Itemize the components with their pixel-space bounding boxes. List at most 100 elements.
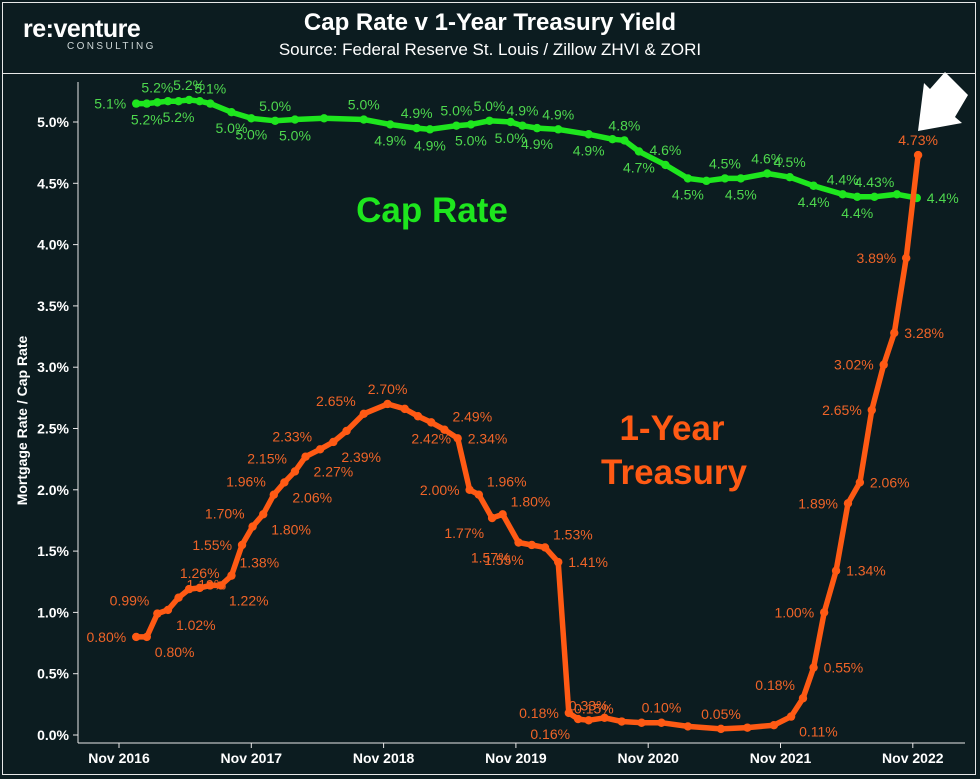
treasury-point (617, 717, 626, 726)
treasury-data-label: 1.22% (229, 592, 269, 608)
cap-rate-point (634, 147, 644, 156)
treasury-point (584, 716, 593, 725)
y-tick-label: 0.5% (37, 666, 69, 682)
treasury-data-label: 2.70% (368, 381, 408, 397)
cap-rate-point (386, 120, 395, 129)
treasury-point (657, 718, 666, 727)
treasury-annotation-line1: 1-Year (619, 409, 724, 448)
treasury-point (163, 605, 173, 615)
treasury-data-label: 2.42% (411, 430, 451, 446)
treasury-data-label: 0.99% (110, 593, 150, 609)
cap-rate-point (206, 99, 215, 108)
cap-rate-point (174, 96, 183, 106)
treasury-point (498, 510, 507, 519)
x-tick-label: Nov 2016 (88, 750, 150, 766)
cap-rate-point (131, 99, 141, 108)
cap-rate-data-label: 4.4% (841, 205, 873, 221)
cap-rate-point (608, 134, 617, 144)
cap-rate-data-label: 5.1% (194, 81, 226, 97)
y-tick-label: 2.0% (37, 482, 69, 498)
y-tick-label: 2.5% (37, 421, 69, 437)
treasury-point (913, 150, 923, 160)
cap-rate-data-label: 4.9% (573, 142, 605, 158)
cap-rate-point (620, 136, 629, 145)
cap-rate-point (412, 123, 421, 133)
cap-rate-series: 5.1%5.2%5.2%5.2%5.2%5.1%5.0%5.0%5.0%5.0%… (94, 77, 958, 221)
treasury-point (474, 490, 484, 499)
treasury-data-label: 2.39% (341, 449, 381, 465)
cap-rate-point (506, 117, 515, 127)
cap-rate-data-label: 5.0% (235, 126, 267, 142)
cap-rate-data-label: 4.5% (709, 155, 741, 171)
treasury-point (809, 663, 818, 672)
cap-rate-data-label: 5.0% (473, 98, 505, 114)
cap-rate-data-label: 5.0% (215, 120, 247, 136)
treasury-data-label: 3.89% (856, 250, 896, 266)
cap-rate-data-label: 4.4% (798, 194, 830, 210)
treasury-data-label: 0.05% (701, 706, 741, 722)
chart-title: Cap Rate v 1-Year Treasury Yield (303, 9, 677, 36)
cap-rate-data-label: 5.0% (279, 128, 311, 144)
treasury-point (769, 720, 779, 730)
treasury-point (174, 593, 183, 602)
cap-rate-data-label: 4.9% (521, 136, 553, 152)
treasury-data-label: 1.89% (798, 495, 838, 511)
cap-rate-point (227, 107, 236, 117)
treasury-point (465, 485, 474, 494)
y-tick-label: 1.5% (37, 543, 69, 559)
treasury-point (743, 723, 752, 732)
treasury-point (527, 540, 536, 550)
cap-rate-data-label: 4.9% (374, 132, 406, 148)
cap-rate-point (532, 123, 542, 133)
treasury-point (564, 708, 574, 718)
treasury-data-label: 2.06% (870, 474, 910, 490)
treasury-data-label: 1.70% (205, 506, 245, 522)
treasury-point (890, 328, 899, 338)
cap-rate-point (485, 116, 494, 125)
treasury-point (153, 609, 162, 618)
cap-rate-point (683, 174, 693, 183)
treasury-data-label: 1.80% (511, 493, 551, 509)
cap-rate-point (184, 95, 194, 105)
treasury-data-label: 0.16% (530, 726, 570, 742)
treasury-point (427, 418, 436, 427)
treasury-point (554, 557, 563, 567)
treasury-data-label: 0.33% (569, 697, 609, 713)
cap-rate-point (661, 160, 670, 170)
treasury-data-label: 0.55% (824, 660, 864, 676)
cap-rate-point (452, 121, 461, 130)
y-tick-label: 3.5% (37, 298, 69, 314)
cap-rate-point (763, 169, 772, 178)
treasury-point (514, 538, 523, 547)
treasury-point (573, 714, 583, 724)
cap-rate-point (142, 99, 151, 108)
treasury-data-label: 2.49% (452, 409, 492, 425)
x-tick-label: Nov 2022 (882, 750, 944, 766)
cap-rate-point (853, 192, 862, 201)
treasury-data-label: 1.26% (180, 565, 220, 581)
y-tick-label: 4.0% (37, 237, 69, 253)
treasury-point (227, 571, 236, 580)
treasury-point (280, 478, 289, 487)
treasury-data-label: 1.38% (239, 555, 279, 571)
treasury-point (329, 437, 338, 447)
treasury-point (540, 543, 550, 552)
header-bar: re:venture CONSULTING (3, 3, 975, 74)
cap-rate-data-label: 4.9% (542, 106, 574, 122)
cap-rate-data-label: 4.43% (855, 174, 895, 190)
treasury-data-label: 2.27% (314, 464, 354, 480)
treasury-data-label: 0.80% (86, 629, 126, 645)
treasury-point (855, 478, 865, 487)
cap-rate-point (195, 96, 204, 106)
treasury-data-label: 1.53% (553, 526, 593, 542)
cap-rate-data-label: 4.9% (414, 137, 446, 153)
treasury-point (487, 513, 497, 523)
treasury-data-label: 1.77% (444, 525, 484, 541)
cap-rate-point (809, 181, 818, 190)
treasury-data-label: 2.15% (247, 450, 287, 466)
treasury-point (248, 522, 257, 531)
cap-rate-data-label: 4.6% (751, 150, 783, 166)
cap-rate-point (584, 130, 593, 139)
x-tick-label: Nov 2017 (221, 750, 283, 766)
